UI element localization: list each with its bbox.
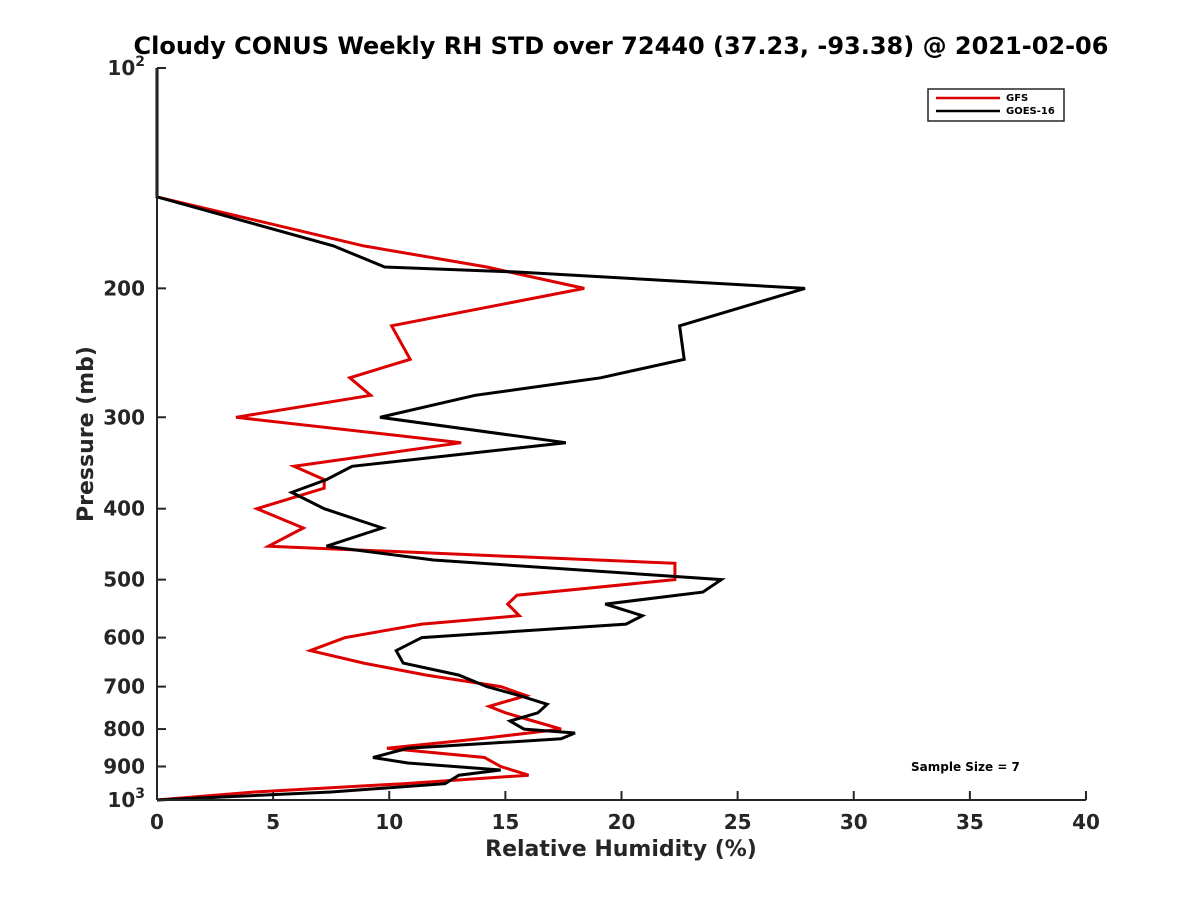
y-tick-label: 400 bbox=[103, 497, 145, 521]
x-axis-label: Relative Humidity (%) bbox=[485, 837, 757, 862]
legend-label-gfs: GFS bbox=[1006, 93, 1028, 104]
sample-size-annotation: Sample Size = 7 bbox=[911, 760, 1020, 774]
legend: GFS GOES-16 bbox=[927, 88, 1065, 122]
legend-label-goes16: GOES-16 bbox=[1006, 106, 1055, 117]
legend-box bbox=[927, 88, 1065, 122]
x-tick-label: 20 bbox=[608, 810, 636, 834]
x-tick-label: 10 bbox=[375, 810, 403, 834]
series-line-goes16 bbox=[155, 68, 806, 802]
x-tick-label: 0 bbox=[150, 810, 164, 834]
y-tick-label: 900 bbox=[103, 755, 145, 779]
y-tick-label: 200 bbox=[103, 276, 145, 300]
x-tick-label: 35 bbox=[956, 810, 984, 834]
y-axis-label: Pressure (mb) bbox=[74, 346, 99, 522]
chart-title: Cloudy CONUS Weekly RH STD over 72440 (3… bbox=[134, 32, 1109, 60]
x-tick-label: 5 bbox=[266, 810, 280, 834]
x-tick-label: 25 bbox=[724, 810, 752, 834]
x-tick-label: 40 bbox=[1072, 810, 1100, 834]
y-axis-ticks: 102 200 300 400 500 600 700 800 900 103 bbox=[103, 54, 166, 812]
x-axis-ticks: 0 5 10 15 20 25 30 35 40 bbox=[150, 791, 1100, 834]
y-tick-label: 700 bbox=[103, 675, 145, 699]
y-tick-label: 103 bbox=[107, 786, 145, 812]
x-tick-label: 15 bbox=[491, 810, 519, 834]
y-tick-label: 600 bbox=[103, 626, 145, 650]
series-line-gfs bbox=[155, 68, 677, 802]
x-tick-label: 30 bbox=[840, 810, 868, 834]
y-tick-label: 102 bbox=[107, 54, 145, 80]
series-layer bbox=[155, 68, 806, 802]
y-tick-label: 500 bbox=[103, 568, 145, 592]
y-tick-label: 800 bbox=[103, 717, 145, 741]
y-tick-label: 300 bbox=[103, 405, 145, 429]
